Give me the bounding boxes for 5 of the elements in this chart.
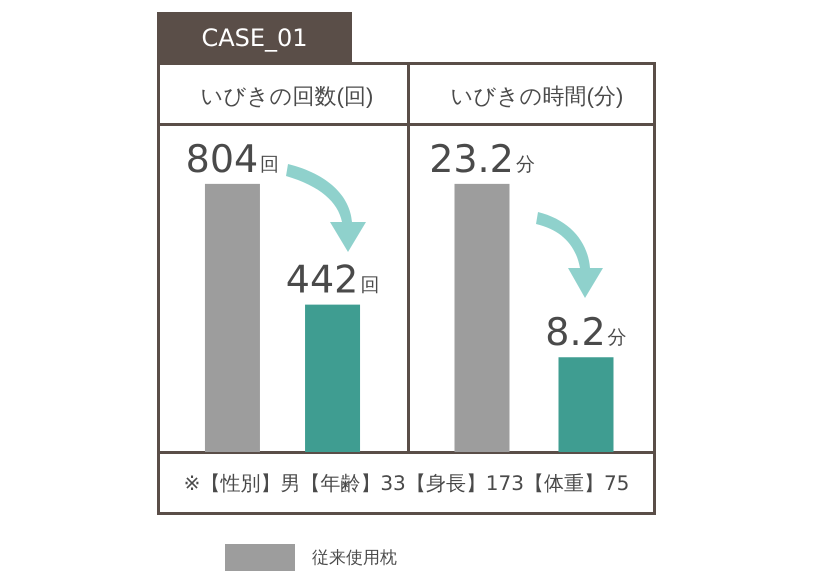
text: ※【性別】男【年齢】33【身長】173【体重】75 <box>182 470 630 497</box>
text: CASE_01 <box>157 12 352 62</box>
chart-title: いびきの時間(分) <box>450 84 624 108</box>
chart-title: いびきの回数(回) <box>200 84 374 108</box>
legend-label: 従来使用枕 <box>312 548 397 567</box>
